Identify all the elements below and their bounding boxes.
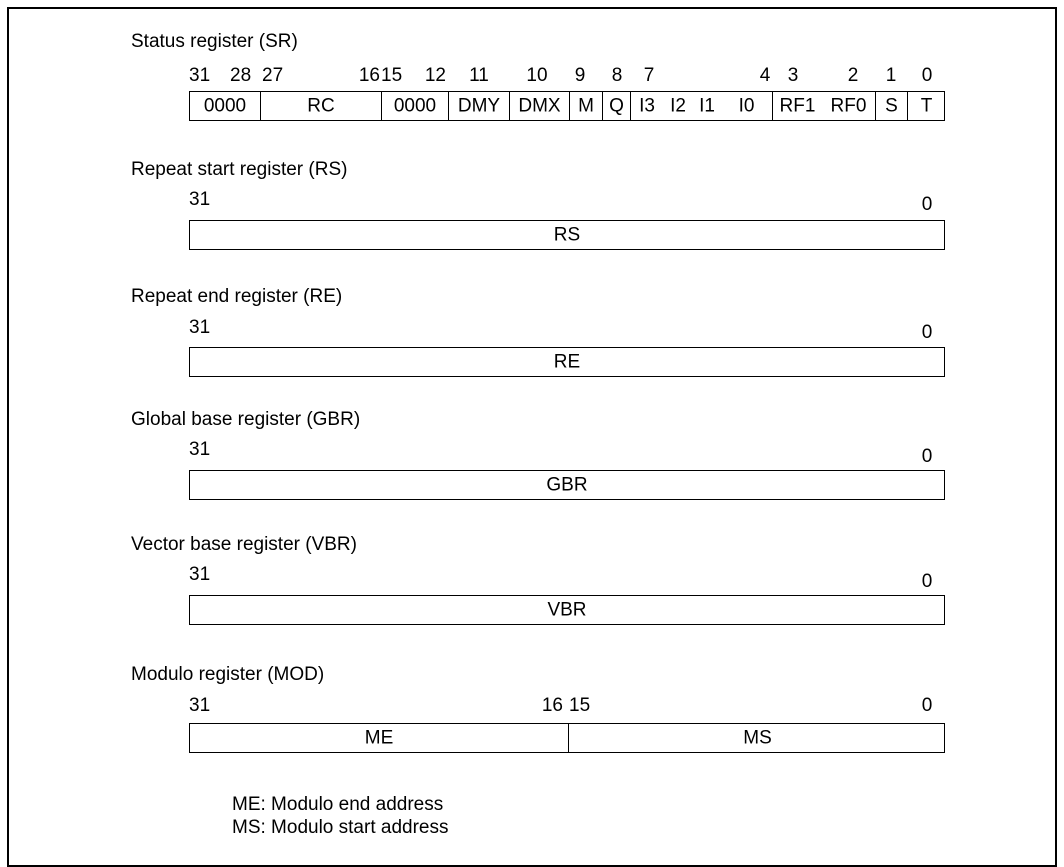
sr-bit-label: 11 [469,65,489,86]
gbr-register-box: GBR [189,470,945,500]
re-title: Repeat end register (RE) [131,286,343,307]
sr-field-rf0: RF0 [830,95,867,117]
sr-bit-label: 8 [611,65,623,86]
sr-field-i0: I0 [738,95,755,117]
sr-field-bits-31-28: 0000 [203,95,247,117]
mod-field-me: ME [364,727,394,749]
gbr-lsb-label: 0 [921,446,933,467]
sr-field-dmx: DMX [509,92,569,120]
sr-bit-label: 0 [921,65,933,86]
sr-field-rf1: RF1 [772,92,822,120]
vbr-msb-label: 31 [189,564,211,585]
sr-bit-label: 27 [262,65,284,86]
sr-bit-label: 7 [643,65,655,86]
sr-field-bits-15-12: 0000 [381,92,448,120]
sr-field-dmy: DMY [448,92,509,120]
sr-field-q: Q [602,92,630,120]
gbr-field: GBR [546,474,588,496]
mod-bit-label: 0 [921,695,933,716]
mod-field-ms: MS [568,724,946,752]
legend-item-ms: MS: Modulo start address [232,817,449,838]
sr-bit-label: 3 [787,65,799,86]
sr-register-box: 0000 RC 0000 DMY DMX M Q I3 I2 I1 I0 RF1… [189,91,945,121]
vbr-lsb-label: 0 [921,571,933,592]
mod-title: Modulo register (MOD) [131,664,325,685]
sr-field-i3: I3 [630,92,663,120]
sr-bit-label: 10 [526,65,548,86]
sr-field-rc: RC [260,92,381,120]
gbr-msb-label: 31 [189,439,211,460]
mod-bit-label: 31 [189,695,211,716]
sr-field-m: M [569,92,602,120]
mod-bit-label: 15 [569,695,591,716]
vbr-register-box: VBR [189,595,945,625]
rs-lsb-label: 0 [921,194,933,215]
mod-bit-label: 16 [541,695,563,716]
sr-bit-label: 16 [358,65,380,86]
sr-bit-label: 2 [847,65,859,86]
sr-bit-label: 12 [424,65,446,86]
rs-register-box: RS [189,220,945,250]
vbr-title: Vector base register (VBR) [131,534,357,555]
re-field: RE [553,351,581,373]
sr-field-s: S [875,92,907,120]
rs-title: Repeat start register (RS) [131,159,348,180]
sr-title: Status register (SR) [131,31,298,52]
gbr-title: Global base register (GBR) [131,409,361,430]
sr-bit-label: 15 [381,65,403,86]
sr-bit-label: 9 [574,65,586,86]
legend-item-me: ME: Modulo end address [232,794,444,815]
vbr-field: VBR [547,599,587,621]
re-msb-label: 31 [189,317,211,338]
re-register-box: RE [189,347,945,377]
re-lsb-label: 0 [921,322,933,343]
sr-bit-label: 1 [885,65,897,86]
sr-bit-label: 31 [189,65,211,86]
sr-bit-label: 28 [230,65,252,86]
sr-field-i2: I2 [670,95,686,117]
sr-field-t: T [907,92,945,120]
rs-field: RS [553,224,581,246]
mod-register-box: ME MS [189,723,945,753]
sr-field-i1: I1 [699,95,715,117]
sr-bit-label: 4 [759,65,771,86]
rs-msb-label: 31 [189,189,211,210]
